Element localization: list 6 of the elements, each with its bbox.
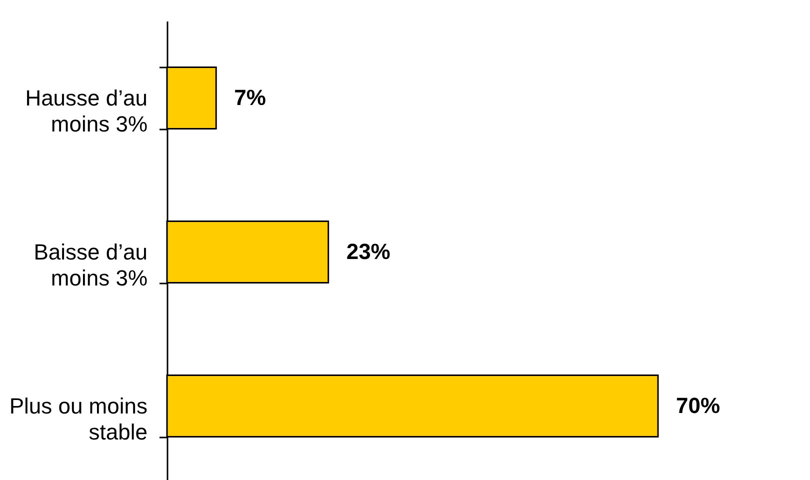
data-label: 23% bbox=[346, 239, 390, 264]
y-tick-label: Plus ou moins stable bbox=[9, 394, 148, 444]
data-label: 7% bbox=[234, 85, 266, 110]
y-tick-label: Baisse d’au moins 3% bbox=[34, 240, 148, 290]
data-label: 70% bbox=[676, 393, 720, 418]
y-tick-label: Hausse d’au moins 3% bbox=[25, 86, 148, 136]
